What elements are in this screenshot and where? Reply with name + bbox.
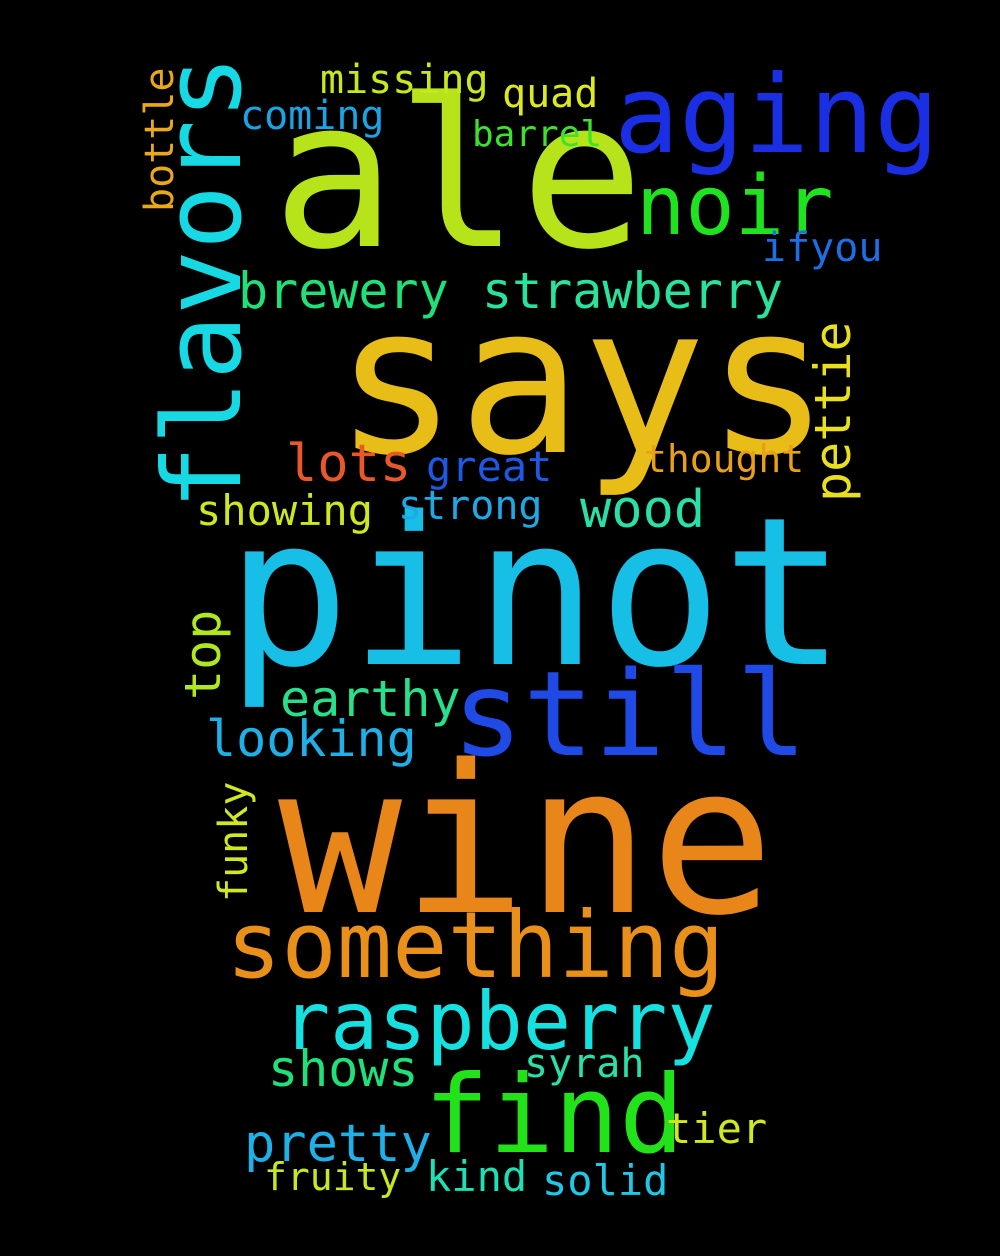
word-pretty: pretty [244,1114,432,1174]
word-pinot: pinot [226,473,847,713]
word-solid: solid [542,1156,669,1205]
word-missing: missing [320,57,489,103]
word-kind: kind [426,1152,528,1201]
word-shows: shows [268,1040,419,1098]
word-tier: tier [666,1104,768,1153]
word-syrah: syrah [524,1041,645,1087]
word-showing: showing [196,486,374,535]
word-strong: strong [398,483,543,529]
word-brewery: brewery [238,262,449,320]
word-strawberry: strawberry [482,262,784,320]
word-lots: lots [286,434,412,494]
word-great: great [426,442,553,491]
word-top: top [174,609,232,700]
word-bottle: bottle [137,67,183,213]
word-still: still [452,645,808,783]
word-raspberry: raspberry [282,975,716,1068]
word-wine: wine [278,721,775,961]
word-ifyou: ifyou [762,225,883,271]
word-funky: funky [211,781,257,902]
word-pettie: pettie [804,321,862,502]
word-fruity: fruity [264,1155,402,1199]
word-noir: noir [636,159,834,254]
word-says: says [334,261,831,501]
word-wood: wood [580,480,706,540]
word-aging: aging [614,53,940,178]
word-earthy: earthy [280,670,461,728]
word-thought: thought [644,437,805,481]
word-barrel: barrel [472,114,603,155]
word-coming: coming [240,93,385,139]
word-quad: quad [502,71,599,117]
word-looking: looking [206,710,417,768]
word-something: something [226,892,725,999]
word-find: find [424,1053,685,1178]
word-ale: ale [272,55,645,295]
